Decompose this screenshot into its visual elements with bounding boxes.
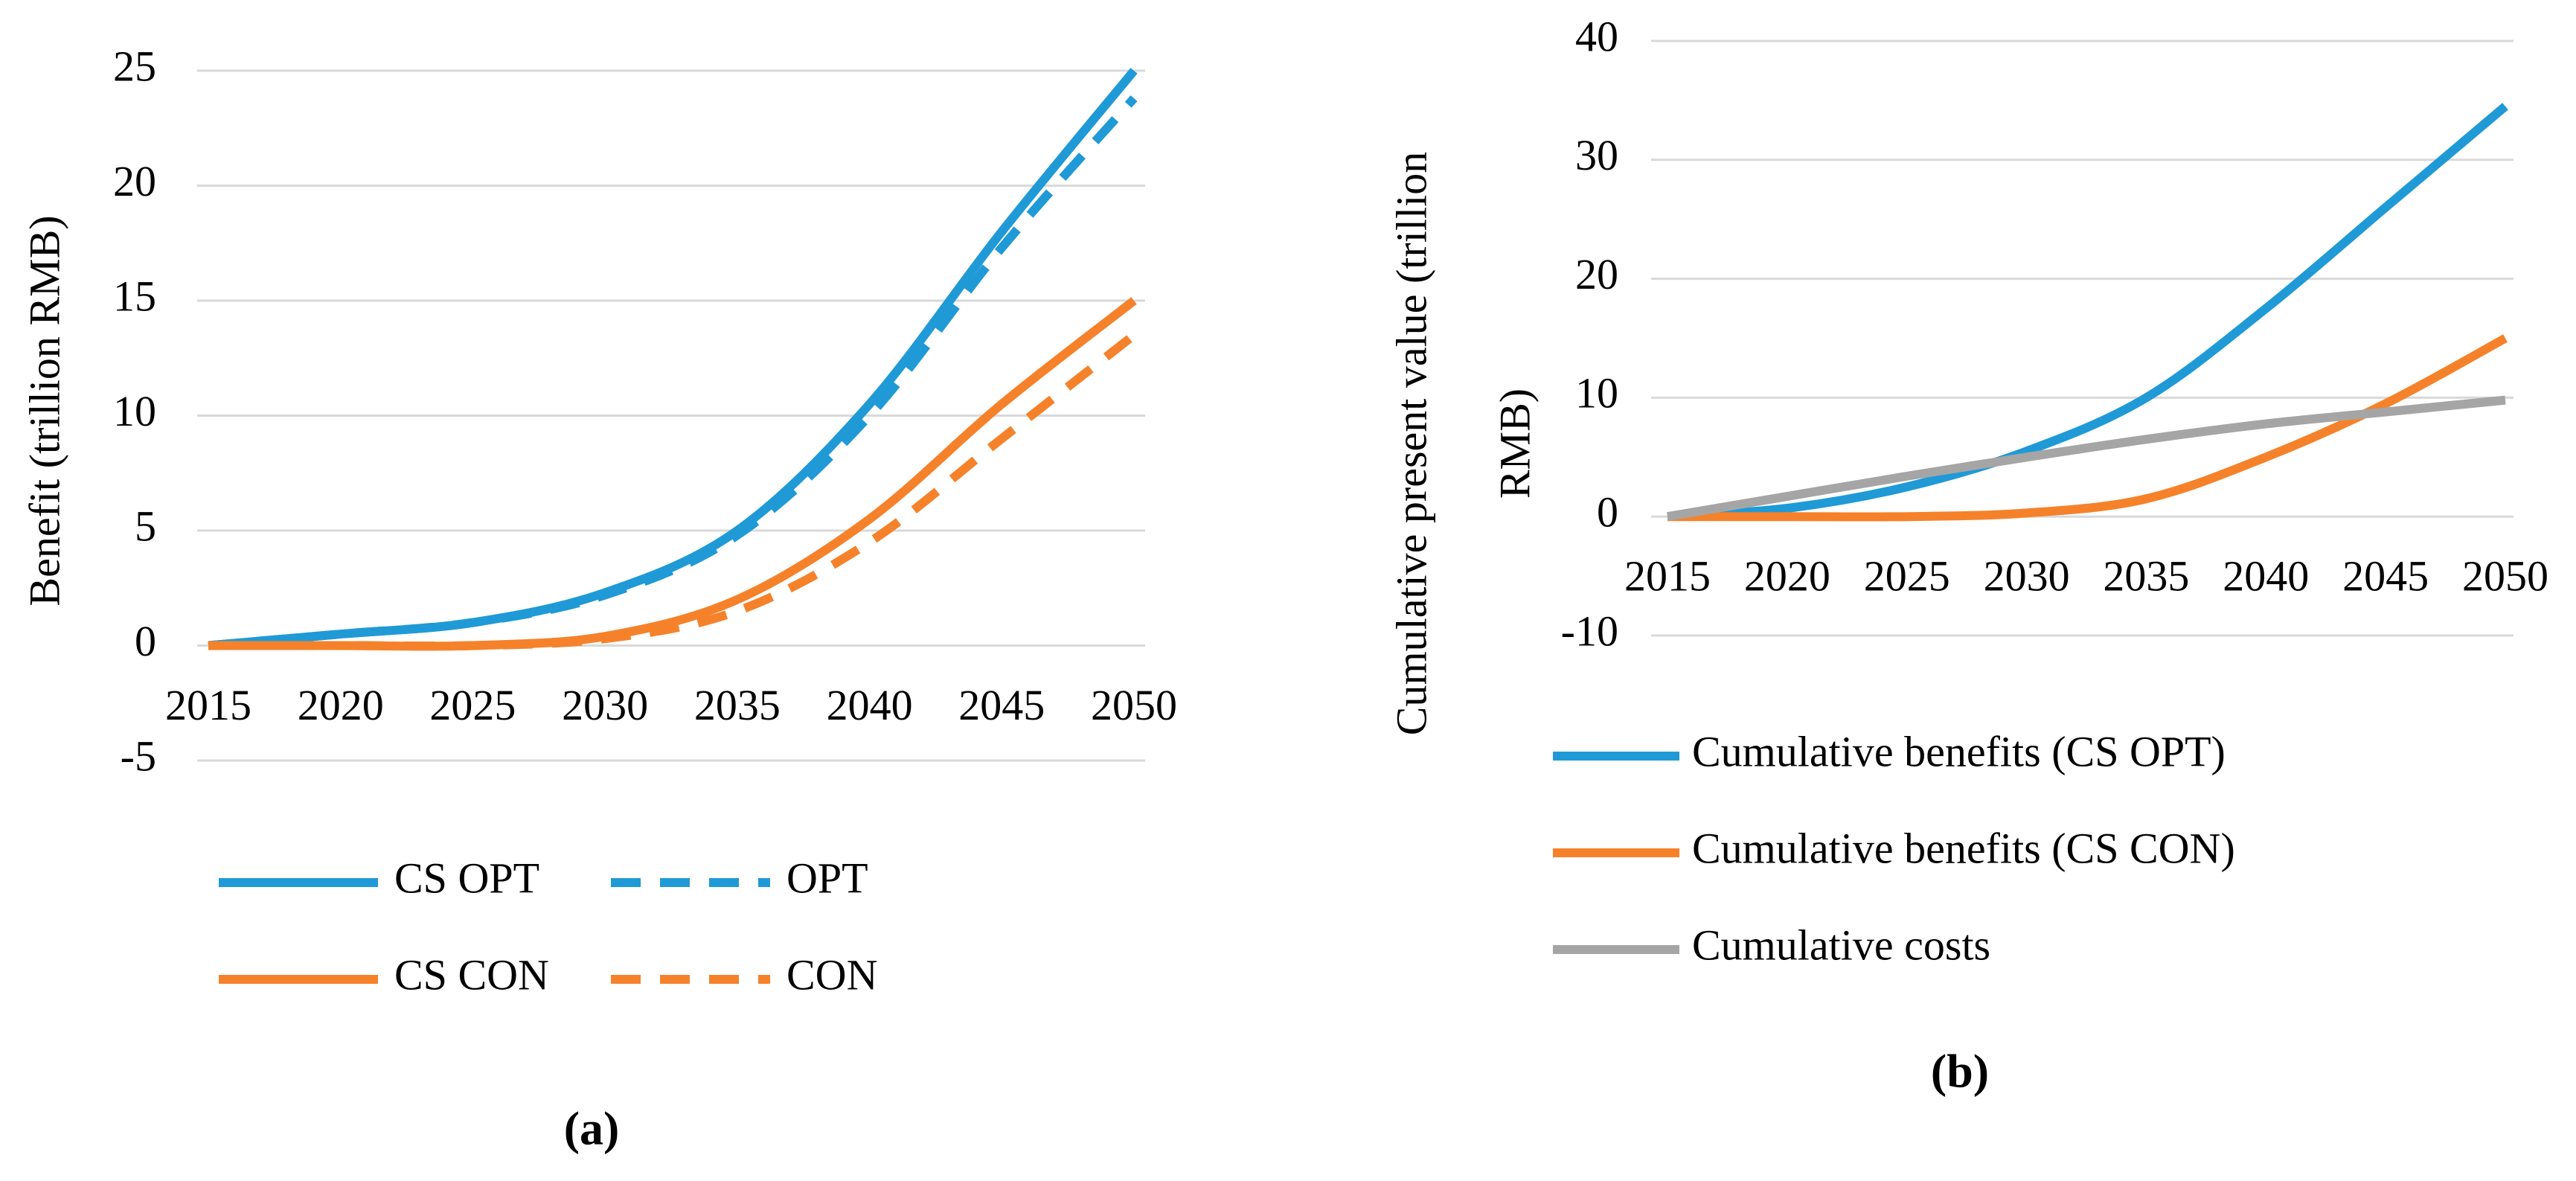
y-tick-label: 30 [1575, 131, 1618, 179]
caption: (b) [1931, 1045, 1989, 1098]
y-tick-label: -10 [1561, 606, 1618, 655]
x-tick-label: 2020 [1744, 552, 1830, 601]
y-tick-label: 10 [1575, 369, 1618, 417]
x-tick-label: 2030 [1984, 552, 2070, 601]
y-tick-label: 5 [135, 502, 156, 550]
legend-label: OPT [786, 854, 868, 902]
caption: (a) [564, 1102, 620, 1155]
x-tick-label: 2020 [298, 681, 384, 729]
legend-label: CON [786, 950, 877, 999]
legend-label: CS OPT [394, 854, 539, 902]
legend-label: Cumulative benefits (CS OPT) [1692, 727, 2226, 775]
x-tick-label: 2035 [694, 681, 781, 729]
x-tick-label: 2025 [429, 681, 516, 729]
series-line [1667, 395, 2506, 522]
y-tick-label: -5 [121, 732, 156, 780]
y-axis-label: Benefit (trillion RMB) [20, 215, 68, 606]
y-tick-label: 20 [113, 157, 156, 205]
y-axis-label: RMB) [1490, 388, 1539, 499]
y-tick-label: 25 [113, 42, 156, 90]
y-tick-label: 40 [1575, 12, 1618, 60]
series-line [208, 331, 1137, 651]
x-tick-label: 2040 [2223, 552, 2309, 601]
legend-label: Cumulative costs [1692, 921, 1990, 969]
y-tick-label: 15 [113, 272, 156, 320]
x-tick-label: 2045 [2342, 552, 2429, 601]
y-tick-label: 0 [135, 617, 156, 665]
x-tick-label: 2015 [1624, 552, 1711, 601]
series-line [208, 95, 1138, 650]
y-tick-label: 20 [1575, 250, 1618, 298]
legend-label: Cumulative benefits (CS CON) [1692, 824, 2235, 872]
x-tick-label: 2040 [827, 681, 913, 729]
x-tick-label: 2050 [1091, 681, 1177, 729]
series-line [1667, 103, 2508, 522]
y-tick-label: 10 [113, 387, 156, 435]
x-tick-label: 2025 [1864, 552, 1950, 601]
series-line [208, 68, 1138, 650]
legend-label: CS CON [394, 950, 549, 999]
x-tick-label: 2045 [958, 681, 1045, 729]
x-tick-label: 2030 [562, 681, 648, 729]
series-line [1667, 334, 2508, 522]
series-line [208, 297, 1137, 651]
x-tick-label: 2050 [2462, 552, 2548, 601]
x-tick-label: 2035 [2103, 552, 2189, 601]
x-tick-label: 2015 [165, 681, 251, 729]
y-tick-label: 0 [1597, 488, 1618, 537]
y-axis-label: Cumulative present value (trillion [1387, 152, 1435, 735]
